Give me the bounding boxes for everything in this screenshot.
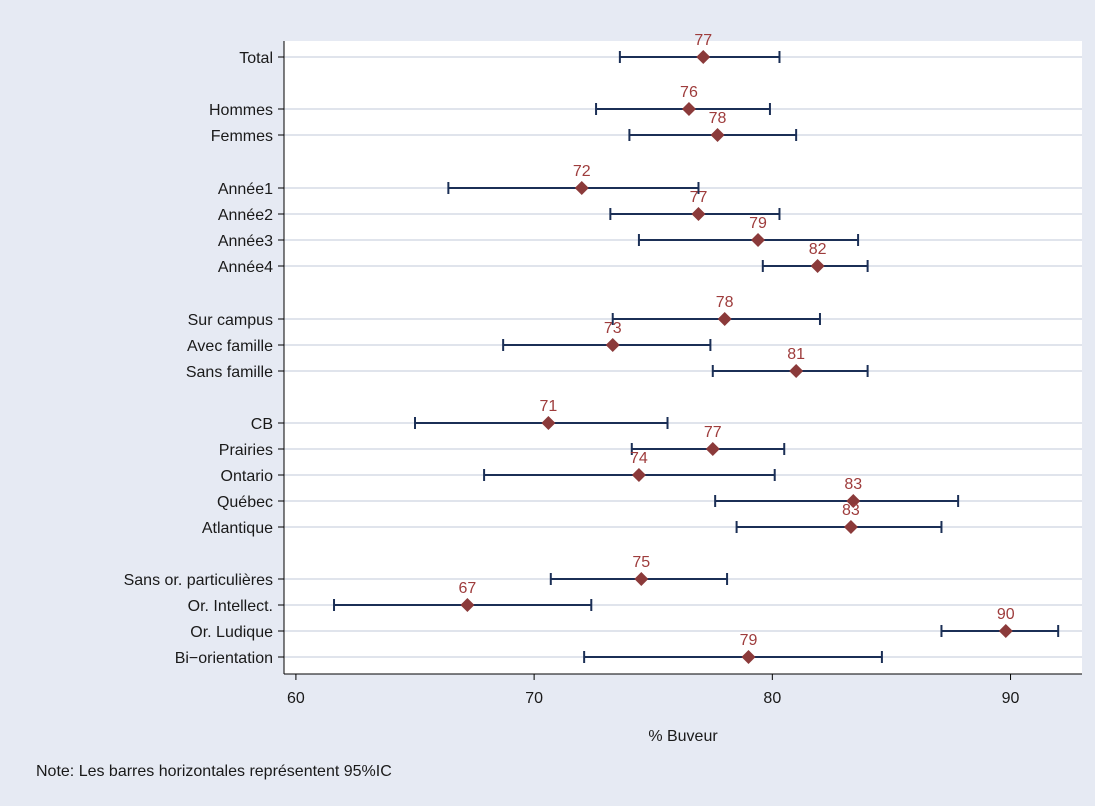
value-label: 90 <box>997 606 1015 623</box>
point-marker <box>741 650 756 664</box>
point-marker <box>541 416 556 430</box>
y-tick-label: Total <box>239 50 273 67</box>
point-marker <box>634 572 649 586</box>
y-tick-label: Sans or. particulières <box>124 572 273 589</box>
point-markers <box>460 50 1013 664</box>
y-tick-label: Sans famille <box>186 364 273 381</box>
y-tick-label: Ontario <box>221 468 274 485</box>
value-label: 77 <box>694 32 712 49</box>
y-tick-label: Année1 <box>218 181 273 198</box>
y-tick-label: Année4 <box>218 259 273 276</box>
x-tick-label: 90 <box>1002 690 1020 707</box>
value-label: 79 <box>740 632 758 649</box>
value-label: 77 <box>704 424 722 441</box>
value-label: 78 <box>709 110 727 127</box>
point-marker <box>696 50 711 64</box>
point-marker <box>460 598 475 612</box>
point-marker <box>605 338 620 352</box>
point-marker <box>705 442 720 456</box>
value-label: 73 <box>604 320 622 337</box>
y-axis-categories: Total Hommes Femmes Année1 Année2 Année3 Année… <box>124 50 284 667</box>
y-tick-label: Sur campus <box>188 312 273 329</box>
x-tick-label: 70 <box>525 690 543 707</box>
x-axis-title: % Buveur <box>648 728 718 745</box>
point-marker <box>631 468 646 482</box>
value-label: 78 <box>716 294 734 311</box>
y-tick-label: Or. Ludique <box>190 624 273 641</box>
y-tick-label: Prairies <box>219 442 273 459</box>
y-tick-label: Atlantique <box>202 520 273 537</box>
value-label: 75 <box>632 554 650 571</box>
value-label: 83 <box>842 502 860 519</box>
value-label: 83 <box>844 476 862 493</box>
value-label: 79 <box>749 215 767 232</box>
y-tick-label: Bi−orientation <box>175 650 273 667</box>
x-tick-label: 60 <box>287 690 305 707</box>
point-marker <box>681 102 696 116</box>
value-label: 81 <box>787 346 805 363</box>
point-marker <box>691 207 706 221</box>
y-tick-label: Femmes <box>211 128 273 145</box>
y-tick-label: Année2 <box>218 207 273 224</box>
point-marker <box>710 128 725 142</box>
y-tick-label: CB <box>251 416 273 433</box>
y-tick-label: Avec famille <box>187 338 273 355</box>
y-tick-label: Année3 <box>218 233 273 250</box>
point-marker <box>574 181 589 195</box>
x-axis-ticks: 60 70 80 90 <box>287 674 1020 707</box>
point-marker <box>789 364 804 378</box>
value-label: 72 <box>573 163 591 180</box>
value-labels: 77 76 78 72 77 79 82 78 73 81 71 77 74 83 83 75 67 90 79 <box>459 32 1015 649</box>
plot-area <box>284 41 1082 674</box>
point-marker <box>846 494 861 508</box>
point-marker <box>810 259 825 273</box>
chart-note: Note: Les barres horizontales représente… <box>36 763 392 780</box>
value-label: 82 <box>809 241 827 258</box>
point-marker <box>843 520 858 534</box>
value-label: 76 <box>680 84 698 101</box>
gridlines <box>284 56 1082 658</box>
point-marker <box>998 624 1013 638</box>
value-label: 71 <box>540 398 558 415</box>
y-tick-label: Québec <box>217 494 273 511</box>
y-tick-label: Hommes <box>209 102 273 119</box>
x-tick-label: 80 <box>763 690 781 707</box>
point-marker <box>751 233 766 247</box>
value-label: 74 <box>630 450 648 467</box>
value-label: 77 <box>690 189 708 206</box>
value-label: 67 <box>459 580 477 597</box>
point-marker <box>717 312 732 326</box>
y-tick-label: Or. Intellect. <box>188 598 273 615</box>
